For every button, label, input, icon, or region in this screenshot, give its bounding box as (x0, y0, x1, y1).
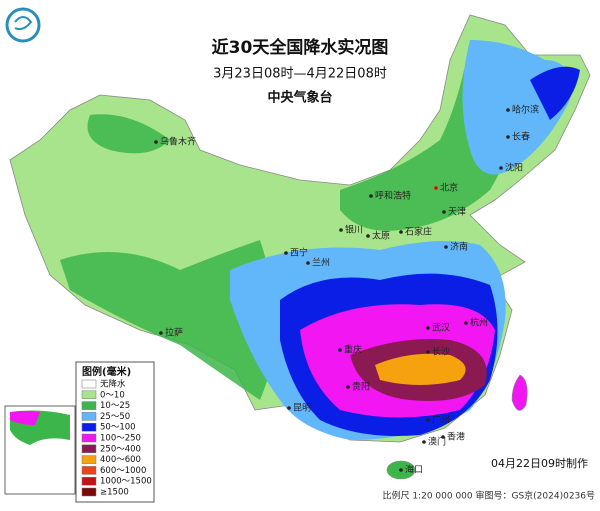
city-dot (426, 350, 430, 354)
city-label: 呼和浩特 (375, 190, 411, 202)
scale-note: 比例尺 1:20 000 000 审图号：GS京(2024)0236号 (382, 490, 595, 502)
city-label: 天津 (448, 207, 466, 218)
city-label: 贵阳 (352, 381, 370, 393)
city-label: 兰州 (312, 257, 330, 269)
city-dot (422, 440, 426, 444)
city-label: 西宁 (290, 247, 308, 259)
legend-label: 1000～1500 (100, 477, 152, 487)
green-north (60, 40, 530, 400)
city-dot (346, 385, 350, 389)
taiwan (511, 374, 528, 411)
title: 近30天全国降水实况图 (212, 37, 389, 58)
agency: 中央气象台 (267, 90, 332, 106)
city-dot (306, 261, 310, 265)
city-dot (499, 166, 503, 170)
city-label: 拉萨 (165, 327, 183, 339)
legend-swatch (81, 433, 97, 443)
made-time: 04月22日09时制作 (491, 457, 588, 470)
legend-label: 250～400 (100, 444, 141, 454)
legend-swatch (81, 487, 97, 497)
legend-swatch (81, 444, 97, 454)
legend-label: 0～10 (100, 390, 125, 400)
legend-swatch (81, 412, 97, 421)
city-label: 太原 (372, 230, 390, 242)
legend-swatch (81, 401, 97, 410)
city-label: 海口 (405, 464, 423, 476)
city-dot (159, 331, 163, 335)
city-label: 澳门 (428, 436, 446, 448)
legend-swatch (81, 422, 97, 432)
city-dot (444, 245, 448, 249)
city-dot (338, 348, 342, 352)
city-dot (399, 230, 403, 234)
legend-label: 100～250 (100, 434, 141, 444)
period: 3月23日08时—4月22日08时 (213, 67, 387, 82)
legend-label: 400～600 (100, 455, 141, 465)
city-label: 香港 (447, 431, 465, 443)
legend-swatch (81, 455, 97, 464)
city-dot (506, 135, 510, 139)
city-label: 杭州 (470, 317, 488, 329)
city-label: 北京 (440, 182, 458, 194)
legend-label: ≥1500 (100, 488, 129, 498)
logo-mark (14, 16, 33, 31)
orange-region (375, 353, 466, 385)
city-dot (287, 406, 291, 410)
legend-swatch (81, 466, 97, 475)
legend-swatch (81, 476, 97, 486)
logo (5, 7, 41, 43)
city-dot (284, 251, 288, 255)
city-label: 长沙 (432, 346, 450, 358)
city-label: 哈尔滨 (512, 104, 539, 116)
legend-title: 图例(毫米) (82, 365, 131, 378)
city-dot (441, 435, 445, 439)
legend-label: 600～1000 (100, 466, 146, 476)
legend-swatch (81, 390, 97, 400)
city-dot (442, 210, 446, 214)
legend-label: 25～50 (100, 412, 130, 422)
city-label: 沈阳 (505, 162, 523, 174)
city-dot (506, 108, 510, 112)
city-label: 重庆 (344, 344, 362, 356)
city-label: 济南 (450, 241, 468, 253)
city-dot (366, 234, 370, 238)
city-label: 昆明 (293, 403, 311, 414)
city-label: 银川 (345, 224, 363, 236)
city-dot (399, 468, 403, 472)
city-label: 广州 (432, 414, 450, 426)
city-dot (154, 140, 158, 144)
legend-label: 无降水 (100, 379, 126, 390)
city-label: 乌鲁木齐 (160, 136, 196, 148)
city-label: 武汉 (432, 322, 450, 334)
city-dot (339, 228, 343, 232)
legend-label: 10～25 (100, 401, 130, 411)
city-label: 石家庄 (405, 226, 432, 238)
legend-swatch (81, 379, 97, 389)
legend-label: 50～100 (100, 423, 136, 433)
inset-rain (10, 411, 40, 425)
city-dot (369, 194, 373, 198)
city-label: 长春 (512, 131, 530, 143)
city-dot (464, 321, 468, 325)
city-dot (434, 186, 438, 190)
city-dot (426, 418, 430, 422)
city-dot (426, 326, 430, 330)
